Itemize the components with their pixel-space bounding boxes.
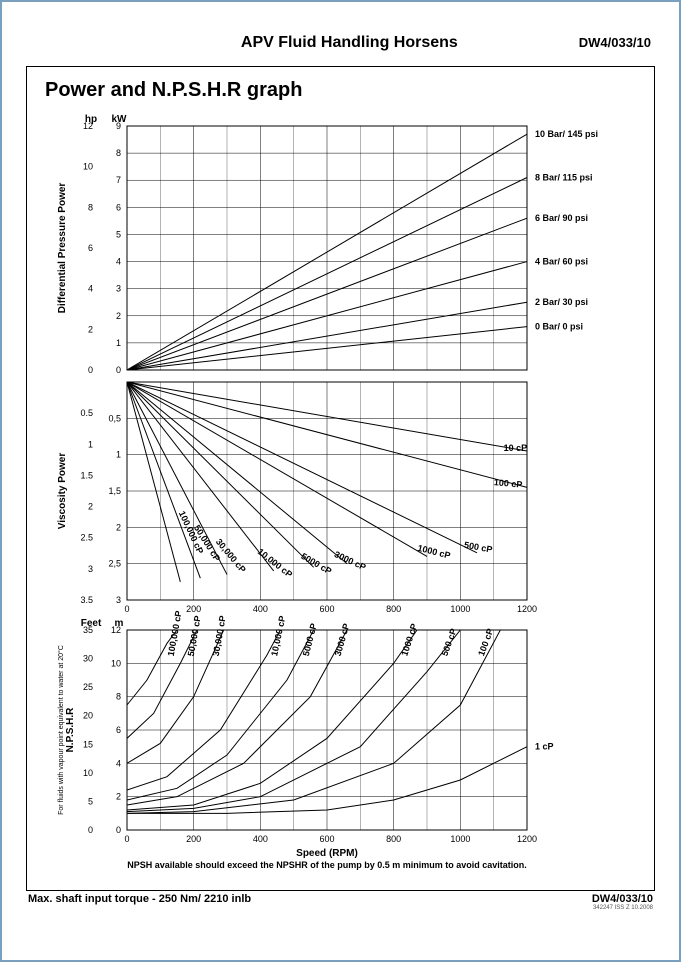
svg-text:1.5: 1.5 xyxy=(80,470,93,480)
svg-text:3.5: 3.5 xyxy=(80,595,93,605)
svg-text:3: 3 xyxy=(116,595,121,605)
svg-text:0.5: 0.5 xyxy=(80,408,93,418)
svg-text:200: 200 xyxy=(186,604,201,614)
svg-text:0: 0 xyxy=(124,604,129,614)
svg-text:For fluids with vapour point e: For fluids with vapour point equivalent … xyxy=(57,645,65,815)
svg-text:3000 cP: 3000 cP xyxy=(333,622,352,657)
svg-text:0: 0 xyxy=(116,365,121,375)
graph-title: Power and N.P.S.H.R graph xyxy=(45,79,634,102)
svg-text:15: 15 xyxy=(83,739,93,749)
svg-text:30,000 cP: 30,000 cP xyxy=(211,615,228,657)
svg-text:10,000 cP: 10,000 cP xyxy=(269,615,287,657)
svg-text:Speed (RPM): Speed (RPM) xyxy=(296,848,358,859)
svg-text:NPSH available should exceed t: NPSH available should exceed the NPSHR o… xyxy=(127,860,527,870)
svg-text:2: 2 xyxy=(116,311,121,321)
svg-text:2: 2 xyxy=(116,792,121,802)
svg-text:5: 5 xyxy=(88,796,93,806)
svg-text:hp: hp xyxy=(85,114,97,125)
svg-text:3: 3 xyxy=(88,564,93,574)
svg-text:400: 400 xyxy=(253,834,268,844)
svg-text:10: 10 xyxy=(83,768,93,778)
svg-text:4 Bar/ 60 psi: 4 Bar/ 60 psi xyxy=(535,257,588,267)
svg-text:1000: 1000 xyxy=(450,604,470,614)
svg-text:2: 2 xyxy=(88,324,93,334)
svg-text:8: 8 xyxy=(88,202,93,212)
footer-right: DW4/033/10 xyxy=(592,893,653,905)
page-header-title: APV Fluid Handling Horsens xyxy=(120,34,579,52)
svg-text:Feet: Feet xyxy=(81,618,102,629)
svg-text:1200: 1200 xyxy=(517,834,537,844)
svg-text:kW: kW xyxy=(112,114,128,125)
chart-frame: Power and N.P.S.H.R graph 01234567890246… xyxy=(26,66,655,891)
svg-text:3: 3 xyxy=(116,284,121,294)
svg-text:6 Bar/ 90 psi: 6 Bar/ 90 psi xyxy=(535,213,588,223)
svg-text:5000 cP: 5000 cP xyxy=(301,622,319,657)
svg-text:0: 0 xyxy=(88,825,93,835)
svg-text:3000 cP: 3000 cP xyxy=(333,549,368,572)
svg-text:400: 400 xyxy=(253,604,268,614)
svg-text:6: 6 xyxy=(116,202,121,212)
svg-text:0: 0 xyxy=(88,365,93,375)
svg-text:1200: 1200 xyxy=(517,604,537,614)
svg-text:0 Bar/ 0 psi: 0 Bar/ 0 psi xyxy=(535,322,583,332)
svg-text:0: 0 xyxy=(124,834,129,844)
svg-text:Viscosity Power: Viscosity Power xyxy=(57,453,68,530)
svg-text:100 cP: 100 cP xyxy=(493,477,522,489)
svg-text:0: 0 xyxy=(116,825,121,835)
svg-text:50,000 cP: 50,000 cP xyxy=(186,615,203,657)
svg-text:1: 1 xyxy=(116,450,121,460)
svg-text:800: 800 xyxy=(386,834,401,844)
svg-text:800: 800 xyxy=(386,604,401,614)
svg-text:2: 2 xyxy=(88,502,93,512)
svg-text:10: 10 xyxy=(83,162,93,172)
svg-text:100,000 cP: 100,000 cP xyxy=(166,610,184,657)
svg-text:4: 4 xyxy=(88,284,93,294)
svg-text:4: 4 xyxy=(116,758,121,768)
svg-text:30: 30 xyxy=(83,654,93,664)
svg-text:1: 1 xyxy=(88,439,93,449)
svg-text:4: 4 xyxy=(116,257,121,267)
page-header-code: DW4/033/10 xyxy=(579,35,651,50)
svg-text:600: 600 xyxy=(319,834,334,844)
svg-text:8 Bar/ 115 psi: 8 Bar/ 115 psi xyxy=(535,173,593,183)
svg-text:1: 1 xyxy=(116,338,121,348)
charts-svg: 0123456789024681012hpkWDifferential Pres… xyxy=(37,110,627,880)
svg-text:8: 8 xyxy=(116,148,121,158)
svg-text:2: 2 xyxy=(116,522,121,532)
svg-text:N.P.S.H.R: N.P.S.H.R xyxy=(65,707,76,753)
svg-text:1000: 1000 xyxy=(450,834,470,844)
svg-text:10,000 cP: 10,000 cP xyxy=(256,546,295,579)
svg-text:25: 25 xyxy=(83,682,93,692)
svg-text:1000 cP: 1000 cP xyxy=(417,543,452,561)
svg-text:m: m xyxy=(115,618,124,629)
footer-left: Max. shaft input torque - 250 Nm/ 2210 i… xyxy=(28,893,251,905)
svg-text:1 cP: 1 cP xyxy=(535,742,554,752)
svg-text:10: 10 xyxy=(111,658,121,668)
svg-text:2,5: 2,5 xyxy=(108,559,121,569)
svg-text:2 Bar/ 30 psi: 2 Bar/ 30 psi xyxy=(535,297,588,307)
svg-text:6: 6 xyxy=(88,243,93,253)
svg-text:20: 20 xyxy=(83,711,93,721)
svg-text:7: 7 xyxy=(116,175,121,185)
svg-text:0,5: 0,5 xyxy=(108,413,121,423)
svg-text:600: 600 xyxy=(319,604,334,614)
svg-text:Differential Pressure Power: Differential Pressure Power xyxy=(57,183,68,314)
svg-text:6: 6 xyxy=(116,725,121,735)
svg-text:100 cP: 100 cP xyxy=(476,627,495,657)
svg-text:1000 cP: 1000 cP xyxy=(399,622,419,657)
svg-text:500 cP: 500 cP xyxy=(439,627,458,657)
svg-text:1,5: 1,5 xyxy=(108,486,121,496)
svg-text:500 cP: 500 cP xyxy=(463,540,493,555)
svg-text:8: 8 xyxy=(116,692,121,702)
svg-text:10 cP: 10 cP xyxy=(504,443,528,453)
svg-text:10 Bar/ 145 psi: 10 Bar/ 145 psi xyxy=(535,129,598,139)
svg-text:5: 5 xyxy=(116,229,121,239)
svg-text:200: 200 xyxy=(186,834,201,844)
svg-text:2.5: 2.5 xyxy=(80,533,93,543)
footer-tiny: 342247 ISS Z 10.2008 xyxy=(12,905,653,911)
